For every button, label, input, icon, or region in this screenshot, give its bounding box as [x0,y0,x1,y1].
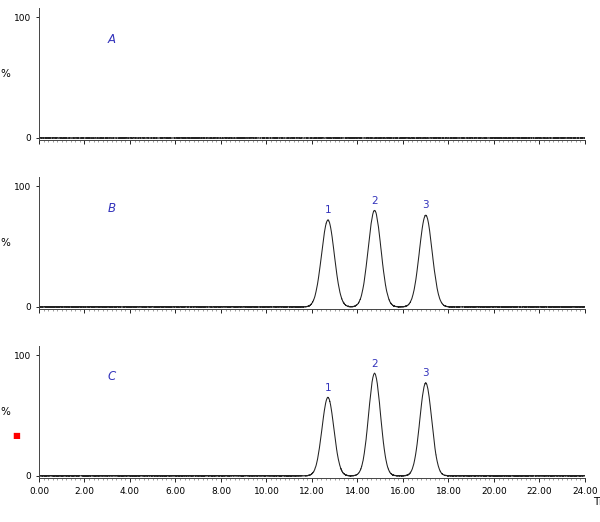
Text: 3: 3 [422,200,429,210]
Text: B: B [108,201,116,215]
Y-axis label: %: % [1,407,11,417]
Text: 2: 2 [371,196,378,206]
Text: A: A [108,33,116,45]
Y-axis label: %: % [1,238,11,248]
Text: C: C [107,371,116,384]
Text: Time: Time [593,497,600,507]
Text: 3: 3 [422,368,429,378]
Text: 1: 1 [325,383,331,393]
Text: 1: 1 [325,205,331,215]
Text: ■: ■ [12,431,20,440]
Text: 2: 2 [371,359,378,369]
Y-axis label: %: % [1,69,11,79]
